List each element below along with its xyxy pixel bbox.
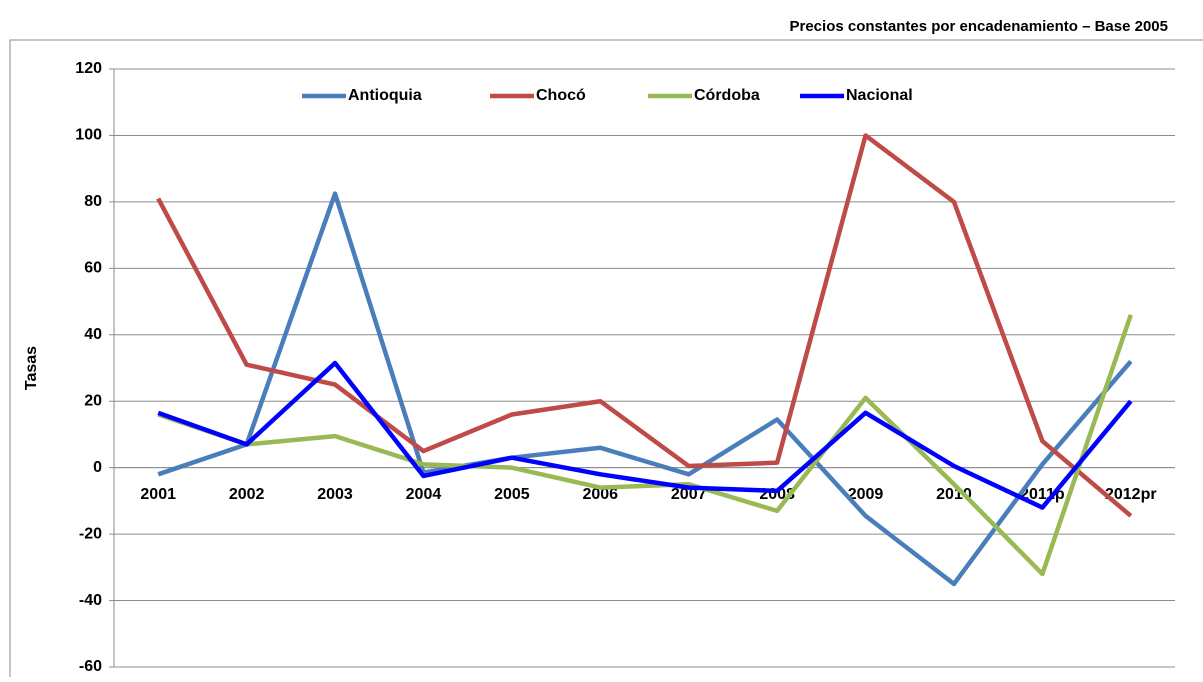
x-tick-label: 2006 bbox=[582, 486, 618, 503]
chart-subtitle: Precios constantes por encadenamiento – … bbox=[790, 18, 1169, 35]
series-line bbox=[157, 191, 1133, 587]
y-tick-label: 80 bbox=[84, 193, 102, 210]
x-tick-label: 2010 bbox=[936, 486, 972, 503]
x-tick-label: 2005 bbox=[494, 486, 530, 503]
chart-border bbox=[9, 39, 1203, 682]
y-tick-label: -20 bbox=[79, 525, 102, 542]
y-tick-label: 60 bbox=[84, 260, 102, 277]
legend-label: Antioquia bbox=[348, 87, 422, 104]
x-tick-label: 2003 bbox=[317, 486, 353, 503]
y-tick-label: 100 bbox=[75, 127, 102, 144]
legend-label: Córdoba bbox=[694, 87, 760, 104]
x-tick-label: 2001 bbox=[140, 486, 176, 503]
x-tick-label: 2009 bbox=[848, 486, 884, 503]
y-tick-label: 120 bbox=[75, 60, 102, 77]
series-line bbox=[157, 314, 1133, 577]
y-tick-label: -60 bbox=[79, 658, 102, 675]
x-tick-label: 2002 bbox=[229, 486, 265, 503]
series-line bbox=[156, 133, 1133, 518]
legend-label: Chocó bbox=[536, 87, 586, 104]
legend-label: Nacional bbox=[846, 87, 913, 104]
y-axis-label: Tasas bbox=[23, 346, 40, 390]
x-tick-label: 2011p bbox=[1020, 486, 1065, 503]
x-tick-label: 2004 bbox=[406, 486, 442, 503]
y-tick-label: 40 bbox=[84, 326, 102, 343]
series-line bbox=[157, 360, 1133, 510]
y-tick-label: 20 bbox=[84, 392, 102, 409]
y-tick-label: -40 bbox=[79, 592, 102, 609]
y-tick-label: 0 bbox=[93, 459, 102, 476]
x-tick-label: 2012pr bbox=[1105, 486, 1157, 503]
